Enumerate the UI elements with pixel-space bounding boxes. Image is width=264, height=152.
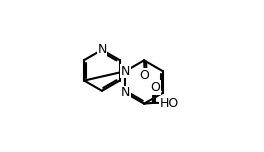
Text: N: N	[121, 65, 130, 78]
Text: HO: HO	[159, 97, 178, 110]
Text: O: O	[150, 81, 160, 94]
Text: N: N	[97, 43, 107, 56]
Text: O: O	[140, 69, 150, 82]
Text: N: N	[121, 86, 130, 99]
